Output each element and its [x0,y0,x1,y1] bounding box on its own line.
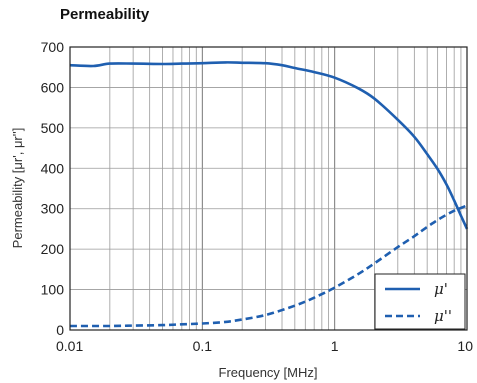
x-tick-label: 1 [331,338,339,354]
y-axis-label: Permeability [μr', μr''] [10,128,25,249]
y-tick-labels: 0 100 200 300 400 500 600 700 [41,39,65,338]
series-layer [69,61,469,328]
mu-double-prime-line [70,204,468,328]
x-tick-label: 0.1 [193,338,213,354]
x-tick-labels: 0.01 0.1 1 10 [56,338,473,354]
plot-frame [69,46,468,331]
mu-prime-line [69,61,469,230]
x-axis-label: Frequency [MHz] [219,365,318,380]
y-tick-label: 100 [41,282,65,298]
y-tick-label: 600 [41,79,65,95]
y-tick-label: 400 [41,160,65,176]
x-tick-label: 10 [457,338,473,354]
legend-label: μ' [434,280,448,298]
y-tick-label: 200 [41,241,65,257]
legend-label: μ'' [434,307,452,325]
y-tick-label: 500 [41,120,65,136]
legend: μ' μ'' [374,273,466,330]
x-tick-label: 0.01 [56,338,83,354]
y-tick-label: 700 [41,39,65,55]
y-tick-label: 300 [41,201,65,217]
chart-title: Permeability [60,6,150,23]
legend-box [374,273,466,330]
y-tick-label: 0 [56,322,64,338]
